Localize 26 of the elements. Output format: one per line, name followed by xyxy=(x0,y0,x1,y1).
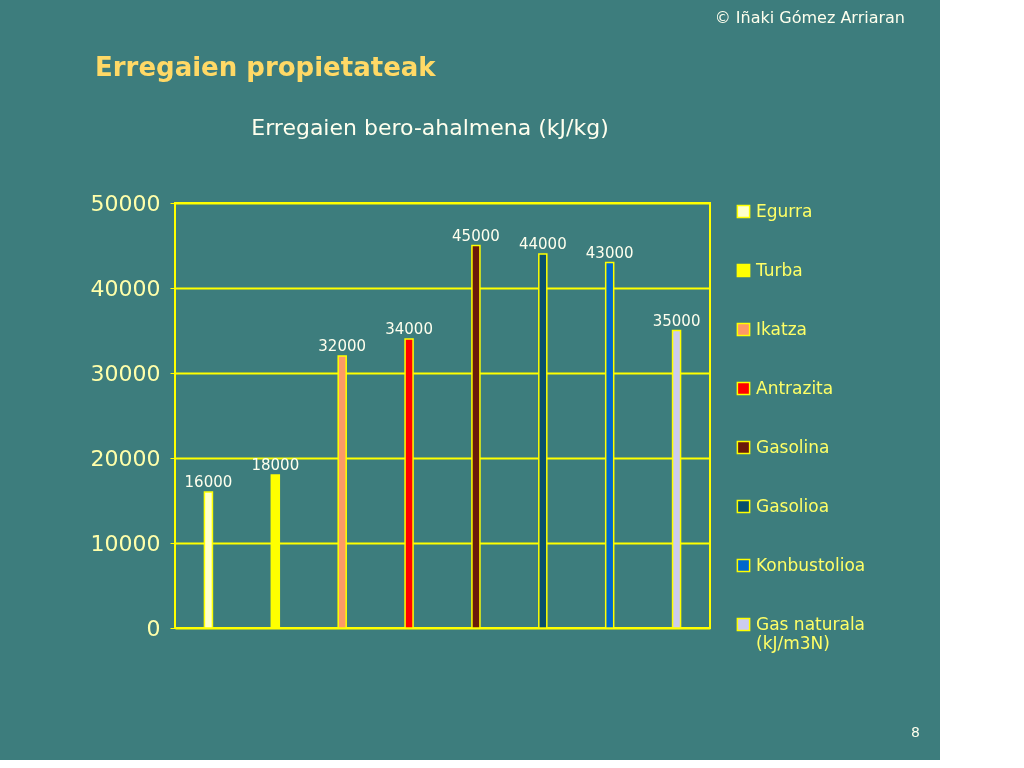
legend-label: Gasolioa xyxy=(756,495,830,516)
data-label: 32000 xyxy=(318,337,367,355)
chart-subtitle: Erregaien bero-ahalmena (kJ/kg) xyxy=(251,115,609,140)
data-label: 18000 xyxy=(251,456,300,474)
data-label: 45000 xyxy=(452,226,500,245)
legend-label: Antrazita xyxy=(756,377,834,398)
data-label: 16000 xyxy=(184,473,233,491)
text: © Iñaki Gómez Arriaran xyxy=(714,8,905,27)
legend-label: Gas naturala (kJ/m3N) xyxy=(756,613,866,653)
y-tick-label: 10000 xyxy=(90,530,161,556)
y-tick-label: 0 xyxy=(146,615,161,641)
legend-label: Turba xyxy=(755,259,803,280)
legend-label: Ikatza xyxy=(756,318,807,339)
legend-label: Gasolina xyxy=(756,436,830,457)
data-label: 34000 xyxy=(385,320,433,338)
text: 8 xyxy=(911,724,920,740)
y-tick-label: 20000 xyxy=(90,445,161,471)
legend-label: Konbustolioa xyxy=(756,554,866,575)
y-tick-label: 30000 xyxy=(90,360,161,386)
y-tick-label: 40000 xyxy=(90,275,161,301)
legend-label: Egurra xyxy=(756,200,813,221)
data-label: 44000 xyxy=(518,235,567,253)
data-label: 43000 xyxy=(585,243,634,262)
data-label: 35000 xyxy=(652,311,701,330)
chart-title: Erregaien propietateak xyxy=(95,52,437,82)
y-tick-label: 50000 xyxy=(90,190,161,216)
